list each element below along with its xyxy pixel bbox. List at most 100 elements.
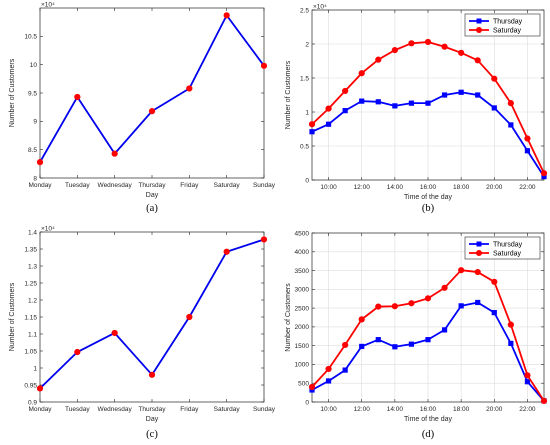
data-point-circle: [375, 303, 382, 310]
x-axis-label: Day: [146, 192, 159, 199]
y-tick-label: 2: [305, 41, 309, 48]
axes-box: [39, 7, 265, 179]
y-tick-label: 0: [305, 177, 309, 184]
legend-marker-circle: [476, 27, 482, 33]
data-point-circle: [408, 300, 415, 307]
data-point-circle: [74, 93, 81, 101]
data-point-circle: [424, 295, 432, 302]
y-tick-label: 2000: [295, 324, 310, 331]
data-point-circle: [474, 268, 481, 276]
y-tick-label: 8.5: [28, 147, 37, 154]
series-line-customers: [39, 14, 265, 163]
data-point-circle: [540, 397, 548, 404]
x-tick-label: Friday: [180, 406, 199, 413]
y-tick-label: 0.5: [300, 143, 309, 150]
y-tick-label: 1.35: [24, 246, 37, 253]
data-point-square: [309, 129, 315, 135]
axis-exponent-label: ×10⁴: [313, 4, 327, 11]
data-point-circle: [524, 135, 531, 142]
data-point-circle: [111, 329, 118, 337]
x-tick-label: Thursday: [138, 406, 166, 413]
data-point-square: [425, 100, 431, 106]
legend-marker-square: [476, 241, 482, 247]
chart-panel-c: 0.9 0.95 1 1.05 1.1 1.15 1.2 1.25 1.3 1.35 1.4 Mond…: [9, 226, 276, 441]
y-tick-label: 1.25: [24, 280, 37, 287]
data-point-circle: [148, 108, 156, 115]
data-point-circle: [36, 385, 44, 392]
data-point-square: [342, 108, 348, 114]
y-tick-label: 500: [298, 381, 309, 388]
data-point-circle: [424, 38, 432, 46]
legend-entry-thursday: Thursday: [493, 18, 523, 25]
data-point-circle: [458, 267, 465, 274]
data-point-square: [491, 105, 497, 111]
data-point-circle: [491, 75, 498, 82]
data-point-circle: [36, 159, 44, 166]
data-point-circle: [491, 278, 498, 285]
data-point-square: [408, 100, 415, 106]
data-point-square: [541, 174, 547, 180]
x-tick-label: 20:00: [486, 406, 503, 413]
data-point-circle: [524, 372, 531, 379]
data-point-circle: [507, 321, 514, 328]
data-point-circle: [342, 341, 349, 349]
y-tick-label: 3000: [295, 287, 310, 294]
data-point-circle: [391, 47, 398, 54]
data-point-square: [359, 343, 365, 350]
y-tick-label: 2.5: [300, 7, 309, 14]
y-tick-label: 1500: [295, 343, 310, 350]
x-tick-label: Tuesday: [65, 406, 90, 413]
x-tick-label: 14:00: [387, 184, 404, 191]
data-point-square: [491, 310, 497, 316]
y-tick-label: 0.9: [28, 399, 37, 406]
data-point-square: [392, 344, 398, 350]
y-tick-label: 1.4: [28, 229, 37, 236]
data-point-circle: [375, 56, 382, 63]
legend-entry-thursday: Thursday: [493, 241, 523, 248]
data-point-square: [375, 99, 381, 105]
data-point-square: [475, 299, 481, 306]
y-tick-label: 0.95: [24, 382, 37, 389]
x-tick-label: 10:00: [320, 406, 337, 413]
axis-exponent-label: ×10⁴: [41, 226, 55, 233]
data-point-square: [325, 378, 332, 384]
x-tick-label: 20:00: [486, 184, 503, 191]
x-tick-label: Saturday: [214, 406, 241, 413]
data-point-square: [458, 303, 464, 309]
panel-label: (b): [422, 203, 435, 214]
data-point-square: [359, 98, 365, 104]
data-point-square: [441, 92, 448, 98]
x-tick-label: 10:00: [320, 184, 337, 191]
y-tick-label: 1000: [295, 362, 310, 369]
y-tick-label: 1: [305, 109, 309, 116]
y-tick-label: 1.3: [28, 263, 37, 270]
x-tick-label: Monday: [28, 182, 52, 189]
axis-exponent-label: ×10⁴: [41, 2, 55, 9]
y-tick-label: 10: [30, 62, 38, 69]
legend-entry-saturday: Saturday: [493, 250, 522, 257]
data-point-circle: [358, 316, 365, 323]
x-axis-label: Time of the day: [404, 194, 452, 201]
data-point-circle: [111, 150, 118, 157]
data-point-circle: [540, 170, 548, 177]
data-point-circle: [507, 100, 514, 107]
data-point-circle: [308, 121, 316, 128]
data-point-circle: [408, 40, 415, 47]
y-tick-label: 4000: [295, 249, 310, 256]
y-tick-label: 3500: [295, 268, 310, 275]
x-tick-label: 18:00: [453, 184, 470, 191]
x-tick-label: Wednesday: [98, 182, 133, 189]
y-tick-label: 1.2: [28, 297, 37, 304]
y-tick-label: 10.5: [24, 34, 37, 41]
y-tick-label: 9: [33, 119, 37, 126]
data-point-circle: [474, 57, 481, 64]
legend: Thursday Saturday: [464, 13, 541, 37]
chart-panel-b: 0 0.5 1 1.5 2 2.5 10:00 12:00 14:00 16:00 18:00 20:…: [285, 4, 548, 214]
data-point-circle: [260, 236, 268, 243]
x-tick-label: Thursday: [138, 182, 166, 189]
y-tick-label: 0: [305, 399, 309, 406]
data-point-circle: [186, 85, 193, 92]
x-tick-label: 14:00: [387, 406, 404, 413]
data-point-square: [475, 92, 481, 98]
data-point-circle: [441, 43, 448, 50]
